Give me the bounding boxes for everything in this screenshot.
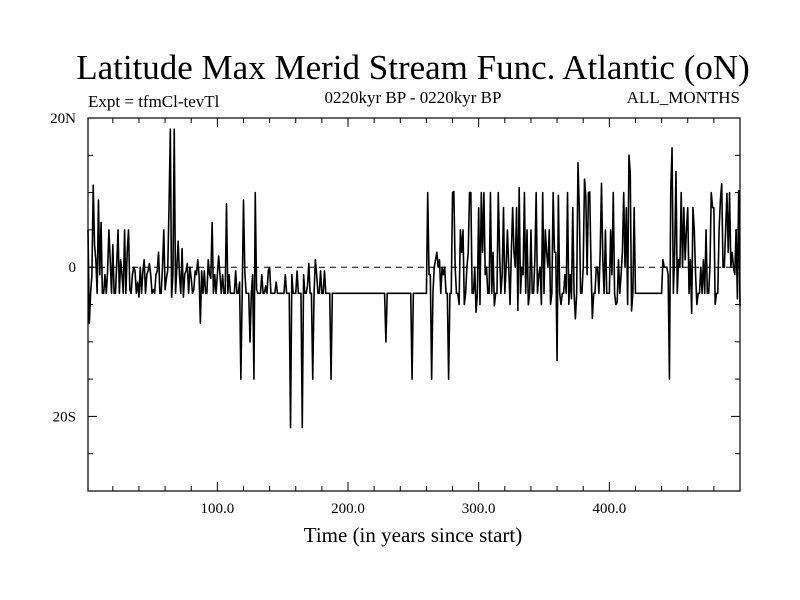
plot-frame	[87, 117, 741, 492]
chart-title: Latitude Max Merid Stream Func. Atlantic…	[76, 48, 750, 87]
x-tick-label: 100.0	[200, 501, 234, 517]
chart-subtitle-right: ALL_MONTHS	[627, 88, 740, 107]
x-tick-label: 200.0	[331, 501, 365, 517]
chart-subtitle-center: 0220kyr BP - 0220kyr BP	[325, 88, 502, 107]
series-line	[87, 128, 741, 429]
x-tick-label: 300.0	[462, 501, 496, 517]
y-tick-label: 20S	[53, 409, 76, 425]
x-axis-label: Time (in years since start)	[304, 523, 523, 547]
y-tick-label: 20N	[50, 111, 76, 127]
x-ticks: 100.0 200.0 300.0 400.0	[112, 118, 715, 517]
chart-subtitle-left: Expt = tfmCl-tevTl	[88, 92, 220, 111]
y-ticks: 20S 0 20N	[50, 111, 740, 492]
y-tick-label: 0	[69, 260, 77, 276]
x-tick-label: 400.0	[592, 501, 626, 517]
